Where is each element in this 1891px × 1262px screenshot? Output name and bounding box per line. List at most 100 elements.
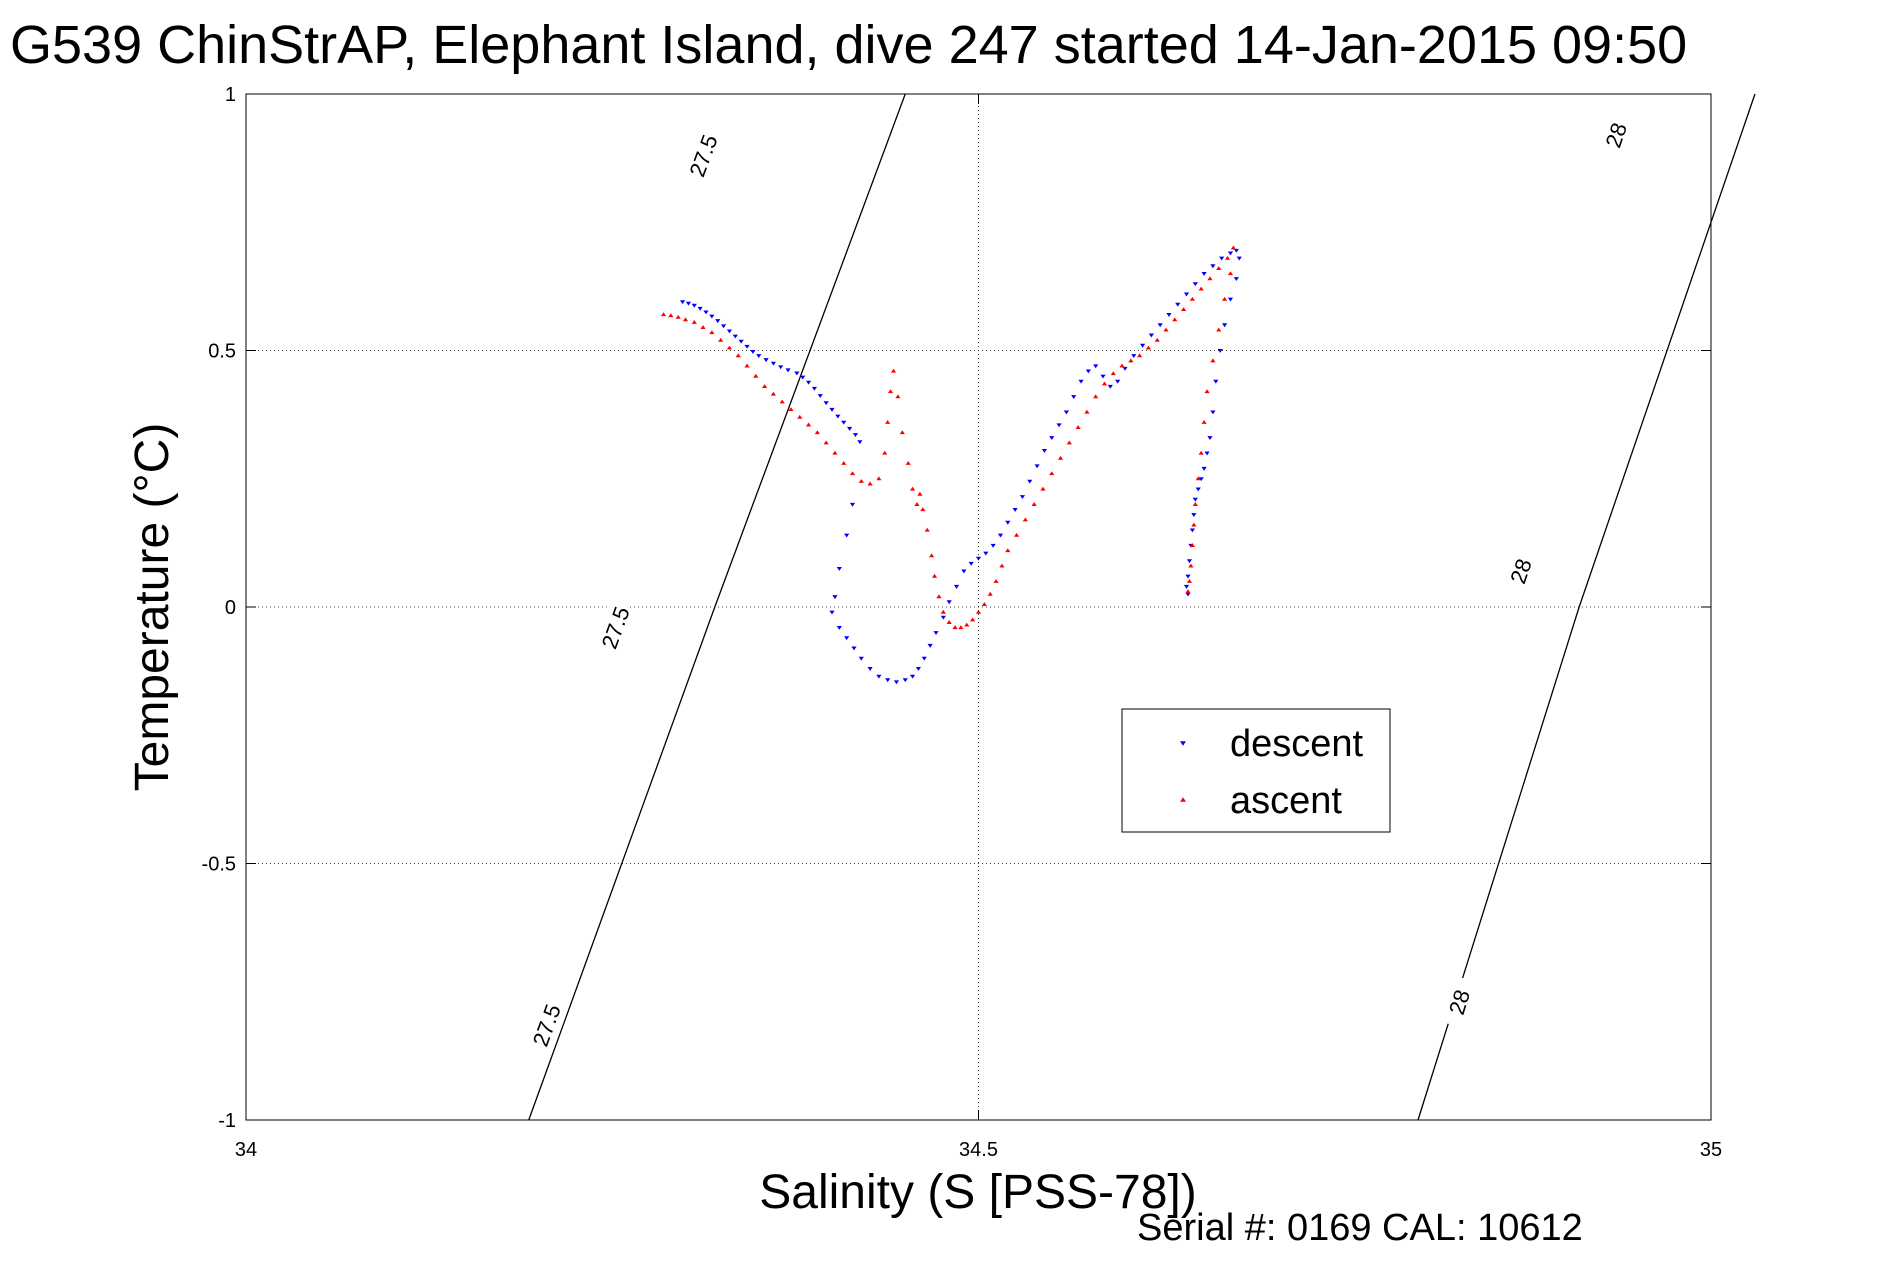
x-axis-label: Salinity (S [PSS-78]) xyxy=(759,1166,1196,1219)
descent-point xyxy=(844,533,850,538)
descent-point xyxy=(946,600,952,605)
descent-point xyxy=(933,631,939,635)
descent-point xyxy=(835,414,841,419)
descent-point xyxy=(1227,297,1234,302)
ascent-point xyxy=(660,312,667,317)
descent-point xyxy=(800,375,806,380)
descent-point xyxy=(726,329,733,334)
descent-point xyxy=(1041,448,1048,453)
descent-point xyxy=(893,680,900,685)
density-contour-27.5 xyxy=(528,93,906,1121)
ascent-point xyxy=(924,527,930,532)
ascent-point xyxy=(952,625,958,630)
descent-point xyxy=(846,426,853,431)
ascent-point xyxy=(1189,296,1195,301)
contour-label-gap xyxy=(1498,543,1543,599)
ascent-point xyxy=(788,407,794,412)
ascent-point xyxy=(1031,502,1037,506)
descent-point xyxy=(997,533,1004,538)
descent-point xyxy=(876,674,882,679)
descent-point xyxy=(1093,364,1099,369)
descent-point xyxy=(1107,384,1113,389)
descent-point xyxy=(744,344,750,349)
ascent-point xyxy=(1057,455,1064,460)
ascent-point xyxy=(1119,363,1125,368)
descent-point xyxy=(811,386,818,391)
ascent-point xyxy=(1216,327,1222,332)
descent-point xyxy=(770,361,776,366)
x-tick-label: 34.5 xyxy=(959,1139,998,1161)
descent-point xyxy=(968,561,974,566)
descent-point xyxy=(1213,379,1219,384)
descent-point xyxy=(1201,271,1207,276)
descent-point xyxy=(1185,574,1191,579)
axis-ticks: 34 34.5 35 -1 -0.5 0 0.5 1 xyxy=(202,84,1723,1161)
ascent-point xyxy=(1204,389,1210,394)
ascent-point xyxy=(1022,517,1028,522)
descent-point xyxy=(1236,256,1242,261)
y-tick-label: 0 xyxy=(225,597,236,619)
descent-point xyxy=(940,615,946,620)
ascent-point xyxy=(1145,345,1152,350)
descent-point xyxy=(1019,495,1026,500)
descent-point xyxy=(909,674,916,679)
descent-point xyxy=(1222,323,1228,328)
ascent-point xyxy=(1137,353,1143,358)
legend-marker-ascent xyxy=(1180,797,1186,802)
ascent-point xyxy=(999,563,1005,568)
ascent-point xyxy=(1172,317,1178,322)
ascent-point xyxy=(823,440,829,445)
descent-point xyxy=(836,566,842,571)
ascent-point xyxy=(1227,271,1234,276)
ascent-point xyxy=(1005,548,1011,553)
ascent-point xyxy=(882,450,888,455)
descent-point xyxy=(852,433,859,437)
descent-point xyxy=(756,354,762,358)
ascent-point xyxy=(876,476,882,481)
ascent-point xyxy=(1075,425,1081,430)
ascent-point xyxy=(1191,522,1197,527)
ascent-point xyxy=(1201,419,1207,424)
descent-point xyxy=(1183,584,1190,589)
descent-point xyxy=(1063,410,1069,415)
ascent-point xyxy=(849,471,856,476)
descent-point xyxy=(844,636,850,641)
descent-point xyxy=(738,339,744,344)
descent-point xyxy=(1166,313,1172,317)
ascent-point xyxy=(929,553,935,558)
ascent-point xyxy=(762,384,768,388)
ascent-point xyxy=(1040,486,1046,491)
descent-point xyxy=(817,394,823,398)
descent-point xyxy=(1219,256,1225,261)
ascent-point xyxy=(1181,307,1187,312)
descent-point xyxy=(1034,464,1040,469)
chart-title: G539 ChinStrAP, Elephant Island, dive 24… xyxy=(10,15,1687,75)
descent-point xyxy=(1139,343,1146,348)
descent-point xyxy=(902,678,908,683)
descent-point xyxy=(975,556,982,561)
descent-point xyxy=(1192,282,1198,287)
descent-point xyxy=(1131,354,1137,358)
ascent-point xyxy=(1128,358,1134,363)
ascent-point xyxy=(1066,440,1072,445)
ascent-point xyxy=(726,345,733,350)
ascent-point xyxy=(981,602,987,606)
descent-point xyxy=(1198,477,1204,482)
descent-point xyxy=(685,301,692,306)
descent-point xyxy=(1122,366,1128,371)
y-axis-label: Temperature (°C) xyxy=(126,423,179,792)
legend-label-descent: descent xyxy=(1230,723,1364,765)
legend-label-ascent: ascent xyxy=(1230,780,1342,822)
descent-point xyxy=(915,667,922,671)
ascent-point xyxy=(888,389,894,394)
ascent-point xyxy=(905,461,911,465)
descent-point xyxy=(703,310,709,315)
descent-point xyxy=(829,610,835,615)
descent-point xyxy=(851,646,857,651)
ascent-point xyxy=(1222,296,1228,301)
ascent-point xyxy=(1084,409,1090,414)
descent-point xyxy=(1185,592,1191,597)
ascent-point xyxy=(1198,286,1204,291)
descent-point xyxy=(1078,379,1084,384)
